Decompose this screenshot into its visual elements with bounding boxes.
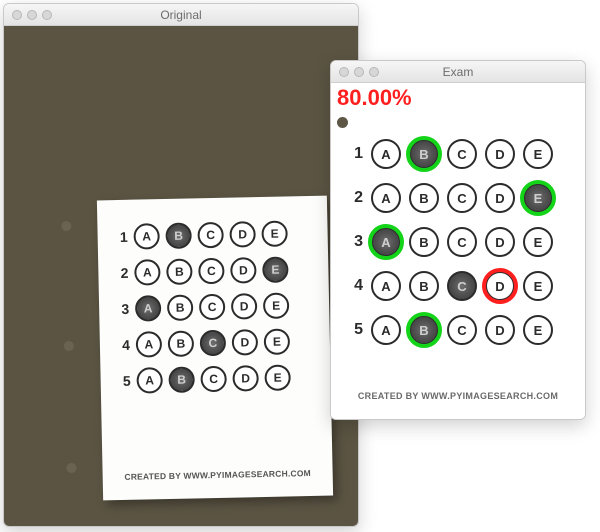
bubble-grid: 1ABCDE2ABCDE3ABCDE4ABCDE5ABCDE [115, 220, 319, 404]
answer-sheet: 1ABCDE2ABCDE3ABCDE4ABCDE5ABCDE CREATED B… [97, 196, 333, 501]
row-number: 1 [349, 145, 363, 163]
row-number: 5 [119, 373, 131, 389]
bubble-e: E [264, 364, 291, 391]
bubble-e: E [262, 256, 289, 283]
bubble-row: 2ABCDE [116, 256, 317, 286]
bubble-e: E [523, 139, 553, 169]
bubble-b: B [168, 366, 195, 393]
bubble-c: C [447, 227, 477, 257]
minimize-icon[interactable] [354, 67, 364, 77]
bubble-d: D [231, 293, 258, 320]
sheet-footer: CREATED BY WWW.PYIMAGESEARCH.COM [331, 391, 585, 401]
bubble-b: B [166, 258, 193, 285]
bubble-c: C [200, 330, 227, 357]
exam-window: Exam 80.00% 1ABCDE2ABCDE3ABCDE4ABCDE5ABC… [330, 60, 586, 420]
bubble-b: B [409, 227, 439, 257]
minimize-icon[interactable] [27, 10, 37, 20]
bubble-a: A [133, 223, 160, 250]
bubble-a: A [371, 271, 401, 301]
punch-hole-icon [61, 221, 71, 231]
bubble-row: 1ABCDE [349, 139, 573, 169]
bubble-d: D [230, 257, 257, 284]
bubble-row: 1ABCDE [115, 220, 316, 250]
bubble-a: A [136, 331, 163, 358]
row-number: 1 [115, 229, 127, 245]
bubble-c: C [200, 366, 227, 393]
bubble-b: B [409, 139, 439, 169]
bubble-a: A [371, 227, 401, 257]
bubble-e: E [264, 328, 291, 355]
bubble-row: 2ABCDE [349, 183, 573, 213]
bubble-e: E [523, 271, 553, 301]
sheet-footer: CREATED BY WWW.PYIMAGESEARCH.COM [103, 468, 333, 483]
row-number: 4 [118, 337, 130, 353]
bubble-c: C [447, 315, 477, 345]
row-number: 5 [349, 321, 363, 339]
bubble-d: D [485, 183, 515, 213]
bubble-d: D [485, 315, 515, 345]
exam-titlebar[interactable]: Exam [331, 61, 585, 83]
bubble-a: A [135, 295, 162, 322]
row-number: 4 [349, 277, 363, 295]
bubble-d: D [485, 139, 515, 169]
bubble-row: 3ABCDE [349, 227, 573, 257]
bubble-d: D [232, 365, 259, 392]
bubble-row: 4ABCDE [349, 271, 573, 301]
bubble-c: C [198, 258, 225, 285]
row-number: 2 [116, 265, 128, 281]
bubble-d: D [229, 221, 256, 248]
punch-hole-icon [337, 117, 348, 128]
zoom-icon[interactable] [369, 67, 379, 77]
bubble-b: B [409, 183, 439, 213]
bubble-c: C [197, 222, 224, 249]
bubble-a: A [371, 183, 401, 213]
bubble-a: A [371, 139, 401, 169]
bubble-a: A [371, 315, 401, 345]
punch-hole-icon [64, 341, 74, 351]
bubble-a: A [134, 259, 161, 286]
bubble-row: 5ABCDE [349, 315, 573, 345]
original-titlebar[interactable]: Original [4, 4, 358, 26]
row-number: 3 [349, 233, 363, 251]
bubble-e: E [523, 183, 553, 213]
bubble-c: C [447, 271, 477, 301]
zoom-icon[interactable] [42, 10, 52, 20]
original-traffic-lights [4, 10, 52, 20]
bubble-row: 4ABCDE [118, 328, 319, 358]
bubble-b: B [409, 271, 439, 301]
bubble-c: C [199, 294, 226, 321]
bubble-b: B [167, 294, 194, 321]
bubble-d: D [485, 271, 515, 301]
punch-hole-icon [66, 463, 76, 473]
original-content: 1ABCDE2ABCDE3ABCDE4ABCDE5ABCDE CREATED B… [4, 26, 358, 526]
bubble-e: E [523, 315, 553, 345]
bubble-c: C [447, 183, 477, 213]
bubble-row: 3ABCDE [117, 292, 318, 322]
bubble-e: E [523, 227, 553, 257]
original-window: Original 1ABCDE2ABCDE3ABCDE4ABCDE5ABCDE … [3, 3, 359, 527]
exam-traffic-lights [331, 67, 379, 77]
bubble-a: A [136, 367, 163, 394]
score-text: 80.00% [337, 85, 412, 111]
bubble-b: B [409, 315, 439, 345]
exam-content: 80.00% 1ABCDE2ABCDE3ABCDE4ABCDE5ABCDE CR… [331, 83, 585, 419]
bubble-row: 5ABCDE [118, 364, 319, 394]
bubble-e: E [261, 220, 288, 247]
close-icon[interactable] [339, 67, 349, 77]
row-number: 2 [349, 189, 363, 207]
graded-bubble-grid: 1ABCDE2ABCDE3ABCDE4ABCDE5ABCDE [349, 139, 573, 359]
bubble-d: D [485, 227, 515, 257]
row-number: 3 [117, 301, 129, 317]
original-window-title: Original [4, 8, 358, 22]
bubble-d: D [232, 329, 259, 356]
bubble-c: C [447, 139, 477, 169]
close-icon[interactable] [12, 10, 22, 20]
bubble-b: B [165, 222, 192, 249]
bubble-b: B [168, 330, 195, 357]
bubble-e: E [263, 292, 290, 319]
